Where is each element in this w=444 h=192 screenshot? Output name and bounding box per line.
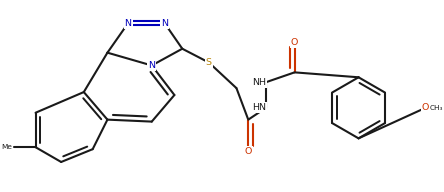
Text: N: N — [161, 19, 168, 28]
Text: O: O — [291, 38, 298, 47]
Text: O: O — [422, 103, 429, 112]
Text: O: O — [245, 147, 252, 156]
Text: CH₃: CH₃ — [429, 105, 443, 111]
Text: Me: Me — [1, 144, 12, 150]
Text: HN: HN — [252, 103, 266, 112]
Text: N: N — [125, 19, 131, 28]
Text: NH: NH — [252, 78, 266, 87]
Text: N: N — [148, 61, 155, 70]
Text: S: S — [206, 58, 212, 67]
